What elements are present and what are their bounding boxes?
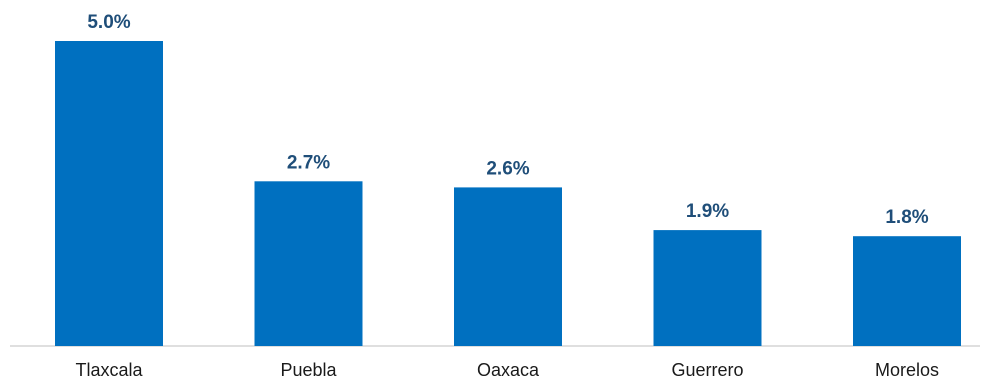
value-label-oaxaca: 2.6% — [486, 158, 529, 179]
category-label-tlaxcala: Tlaxcala — [75, 360, 143, 380]
category-label-morelos: Morelos — [875, 360, 939, 380]
value-label-puebla: 2.7% — [287, 152, 330, 173]
bar-puebla — [254, 181, 363, 346]
category-label-oaxaca: Oaxaca — [477, 360, 540, 380]
value-labels-layer: 5.0% 2.7% 2.6% 1.9% 1.8% — [87, 12, 928, 228]
bar-tlaxcala — [55, 41, 163, 346]
bar-guerrero — [653, 230, 762, 346]
value-label-tlaxcala: 5.0% — [87, 12, 130, 33]
bar-morelos — [853, 236, 961, 346]
value-label-guerrero: 1.9% — [686, 201, 729, 222]
bars-layer — [55, 41, 961, 346]
category-label-guerrero: Guerrero — [671, 360, 743, 380]
tick-labels-layer: Tlaxcala Puebla Oaxaca Guerrero Morelos — [75, 360, 939, 380]
value-label-morelos: 1.8% — [885, 207, 928, 228]
bar-oaxaca — [454, 187, 562, 346]
category-label-puebla: Puebla — [280, 360, 337, 380]
